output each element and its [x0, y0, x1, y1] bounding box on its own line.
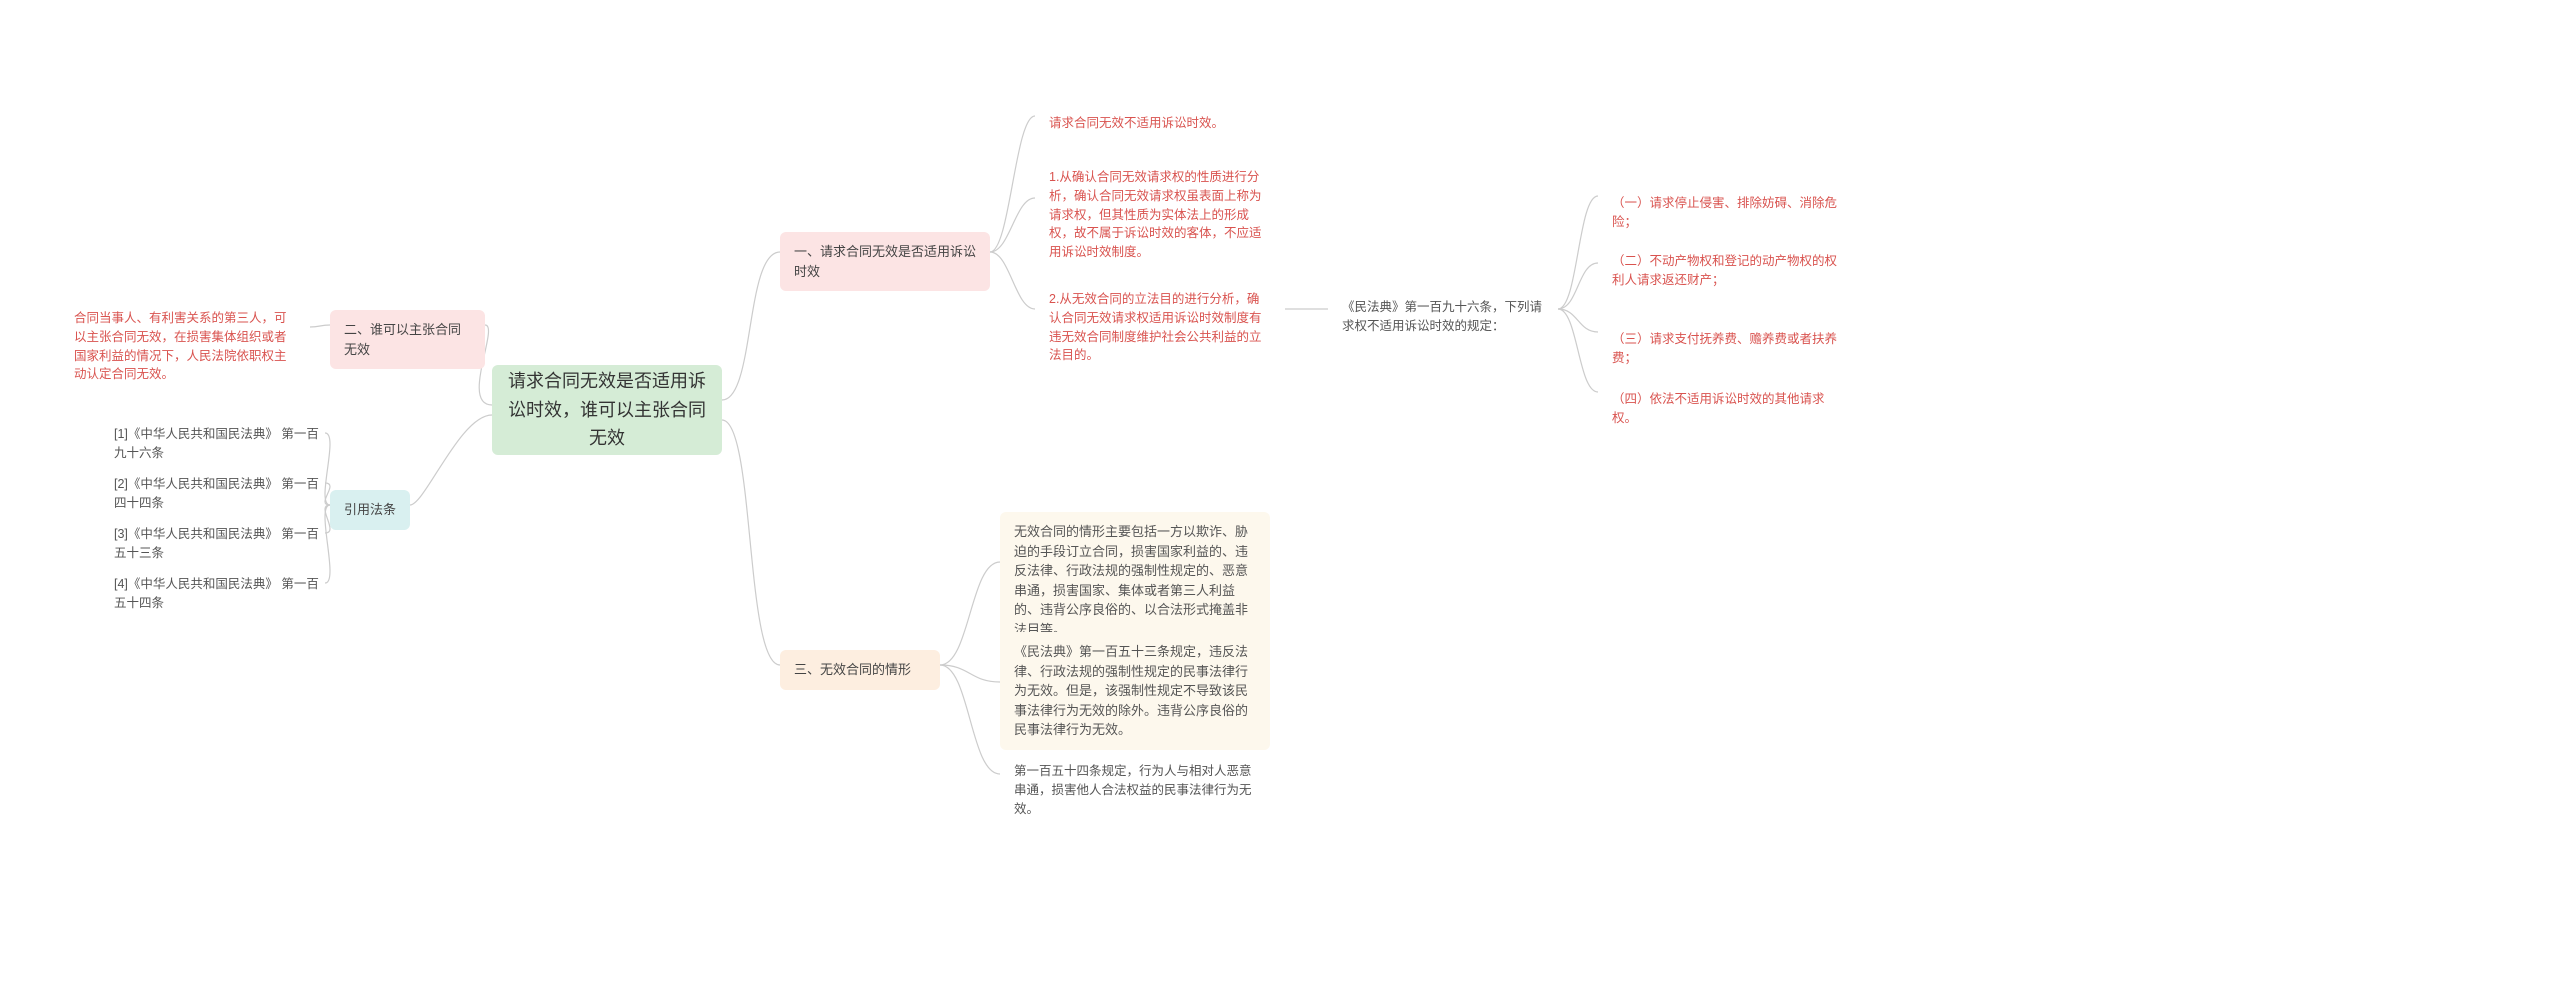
branch1-item: 2.从无效合同的立法目的进行分析，确认合同无效请求权适用诉讼时效制度有违无效合同… [1035, 280, 1285, 375]
sub-item: （三）请求支付抚养费、赡养费或者扶养费； [1598, 320, 1858, 378]
citation-item: [1]《中华人民共和国民法典》 第一百九十六条 [100, 415, 340, 473]
civil-code-196: 《民法典》第一百九十六条，下列请求权不适用诉讼时效的规定： [1328, 288, 1558, 346]
citation-item: [4]《中华人民共和国民法典》 第一百五十四条 [100, 565, 340, 623]
sub-item: （二）不动产物权和登记的动产物权的权利人请求返还财产； [1598, 242, 1858, 300]
root-node: 请求合同无效是否适用诉讼时效，谁可以主张合同无效 [492, 365, 722, 455]
citation-item: [3]《中华人民共和国民法典》 第一百五十三条 [100, 515, 340, 573]
branch3-item: 无效合同的情形主要包括一方以欺诈、胁迫的手段订立合同，损害国家利益的、违反法律、… [1000, 512, 1270, 649]
branch1-item: 请求合同无效不适用诉讼时效。 [1035, 104, 1275, 143]
branch-who-detail: 合同当事人、有利害关系的第三人，可以主张合同无效，在损害集体组织或者国家利益的情… [60, 299, 310, 394]
branch-citations: 引用法条 [330, 490, 410, 530]
sub-item: （一）请求停止侵害、排除妨碍、消除危险； [1598, 184, 1858, 242]
branch-who-can-claim: 二、谁可以主张合同无效 [330, 310, 485, 369]
sub-item: （四）依法不适用诉讼时效的其他请求权。 [1598, 380, 1858, 438]
branch-invalid-situations: 三、无效合同的情形 [780, 650, 940, 690]
branch1-item: 1.从确认合同无效请求权的性质进行分析，确认合同无效请求权虽表面上称为请求权，但… [1035, 158, 1285, 272]
branch3-item: 第一百五十四条规定，行为人与相对人恶意串通，损害他人合法权益的民事法律行为无效。 [1000, 752, 1270, 828]
branch3-item: 《民法典》第一百五十三条规定，违反法律、行政法规的强制性规定的民事法律行为无效。… [1000, 632, 1270, 750]
citation-item: [2]《中华人民共和国民法典》 第一百四十四条 [100, 465, 340, 523]
branch-statute-limitations: 一、请求合同无效是否适用诉讼时效 [780, 232, 990, 291]
